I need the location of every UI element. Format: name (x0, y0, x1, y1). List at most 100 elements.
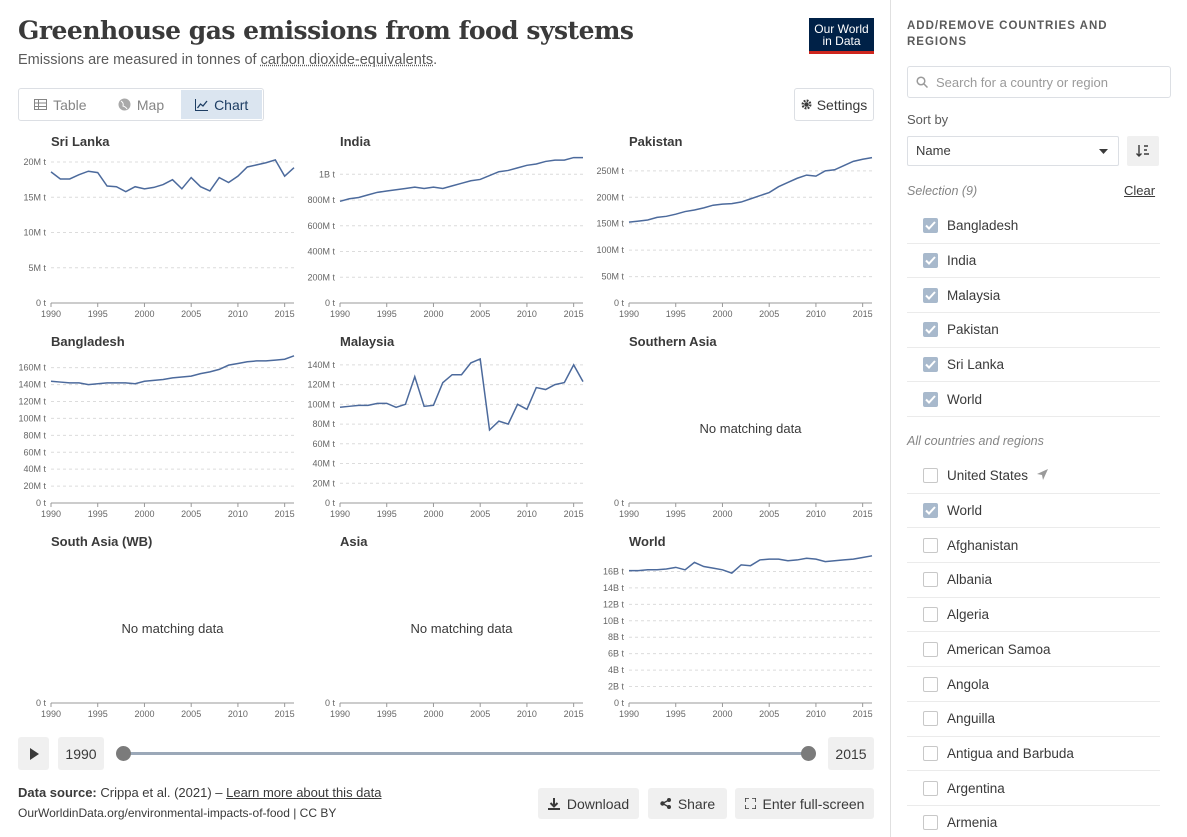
start-year[interactable]: 1990 (58, 737, 104, 770)
checkbox[interactable] (923, 641, 938, 657)
play-button[interactable] (18, 737, 49, 770)
country-row[interactable]: India (907, 244, 1160, 279)
end-handle[interactable] (801, 746, 816, 761)
checkbox[interactable] (923, 253, 938, 269)
chart-icon (195, 98, 209, 111)
fullscreen-button[interactable]: Enter full-screen (735, 788, 874, 819)
y-tick-label: 120M t (18, 397, 46, 407)
country-row[interactable]: Bangladesh (907, 209, 1160, 244)
x-tick-label: 2015 (853, 709, 873, 719)
y-tick-label: 4B t (608, 665, 625, 675)
y-tick-label: 0 t (36, 698, 47, 708)
y-tick-label: 200M t (596, 192, 624, 202)
checkbox[interactable] (923, 537, 938, 553)
checkbox[interactable] (923, 468, 938, 484)
x-tick-label: 2000 (134, 509, 154, 519)
x-tick-label: 2000 (423, 509, 443, 519)
logo[interactable]: Our World in Data (809, 18, 874, 54)
country-row[interactable]: Sri Lanka (907, 348, 1160, 383)
y-tick-label: 6B t (608, 649, 625, 659)
checkbox[interactable] (923, 676, 938, 692)
checkbox[interactable] (923, 815, 938, 831)
country-row[interactable]: Albania (907, 563, 1160, 598)
play-icon (29, 747, 39, 760)
subtitle-end: . (433, 52, 438, 68)
tab-bar: Table Map Chart (18, 88, 264, 121)
country-name: American Samoa (947, 641, 1051, 657)
button-label: Share (677, 795, 716, 812)
check-icon (925, 506, 936, 515)
line (50, 159, 295, 193)
checkbox[interactable] (923, 503, 938, 519)
country-row[interactable]: Algeria (907, 598, 1160, 633)
country-name: Antigua and Barbuda (947, 745, 1074, 761)
panel-title: South Asia (WB) (51, 534, 152, 549)
x-tick-label: 1990 (619, 509, 639, 519)
checkbox[interactable] (923, 357, 938, 373)
x-tick-label: 2015 (275, 509, 295, 519)
title: Greenhouse gas emissions from food syste… (18, 16, 634, 45)
settings-button[interactable]: Settings (794, 88, 874, 121)
checkbox[interactable] (923, 391, 938, 407)
checkbox[interactable] (923, 607, 938, 623)
check-icon (925, 256, 936, 265)
y-tick-label: 150M t (596, 219, 624, 229)
logo-line: Our World (814, 22, 869, 36)
country-name: World (947, 503, 983, 519)
y-tick-label: 10M t (23, 228, 46, 238)
subtitle-link[interactable]: carbon dioxide-equivalents (260, 52, 434, 68)
line (339, 357, 584, 432)
sidebar-title: ADD/REMOVE COUNTRIES AND REGIONS (907, 20, 1108, 48)
checkbox[interactable] (923, 287, 938, 303)
download-button[interactable]: Download (538, 788, 639, 819)
x-tick-label: 1990 (330, 509, 350, 519)
caret (1099, 149, 1108, 154)
x-tick-label: 2010 (228, 309, 248, 319)
country-row[interactable]: Armenia (907, 806, 1160, 837)
y-tick-label: 15M t (23, 192, 46, 202)
panel-title: World (629, 534, 666, 549)
x-tick-label: 1990 (619, 309, 639, 319)
source-link[interactable]: Learn more about this data (226, 785, 382, 800)
checkbox[interactable] (923, 745, 938, 761)
country-row[interactable]: Pakistan (907, 313, 1160, 348)
sort-order-button[interactable] (1127, 136, 1159, 166)
start-handle[interactable] (116, 746, 131, 761)
y-tick-label: 10B t (603, 616, 625, 626)
x-tick-label: 2005 (181, 509, 201, 519)
end-year[interactable]: 2015 (828, 737, 874, 770)
no-data-message: No matching data (122, 621, 225, 636)
search-box[interactable]: Search for a country or region (907, 66, 1171, 98)
country-row[interactable]: Anguilla (907, 702, 1160, 737)
country-row[interactable]: World (907, 494, 1160, 529)
country-row[interactable]: Angola (907, 667, 1160, 702)
share-button[interactable]: Share (648, 788, 727, 819)
tab[interactable]: Map (101, 90, 182, 119)
country-row[interactable]: Afghanistan (907, 528, 1160, 564)
x-tick-label: 1990 (41, 709, 61, 719)
country-row[interactable]: Malaysia (907, 278, 1160, 314)
country-row[interactable]: World (907, 383, 1160, 418)
y-tick-label: 100M t (596, 245, 624, 255)
country-row[interactable]: Antigua and Barbuda (907, 737, 1160, 772)
checkbox[interactable] (923, 218, 938, 234)
country-row[interactable]: United States (907, 459, 1160, 494)
logo-line: in Data (822, 34, 861, 48)
arrow-icon (1037, 469, 1049, 481)
y-tick-label: 20M t (312, 478, 335, 488)
button-label: Enter full-screen (762, 795, 865, 812)
footer-url[interactable]: OurWorldinData.org/environmental-impacts… (18, 806, 337, 820)
checkbox[interactable] (923, 711, 938, 727)
country-row[interactable]: Argentina (907, 771, 1160, 806)
no-data-message: No matching data (700, 421, 803, 436)
y-tick-label: 2B t (608, 682, 625, 692)
clear-button[interactable]: Clear (1124, 183, 1156, 198)
sort-select[interactable]: Name (907, 136, 1119, 166)
tab[interactable]: Chart (181, 90, 263, 119)
x-tick-label: 2010 (517, 509, 537, 519)
country-row[interactable]: American Samoa (907, 633, 1160, 668)
checkbox[interactable] (923, 322, 938, 338)
checkbox[interactable] (923, 572, 938, 588)
checkbox[interactable] (923, 780, 938, 796)
tab[interactable]: Table (20, 90, 101, 119)
